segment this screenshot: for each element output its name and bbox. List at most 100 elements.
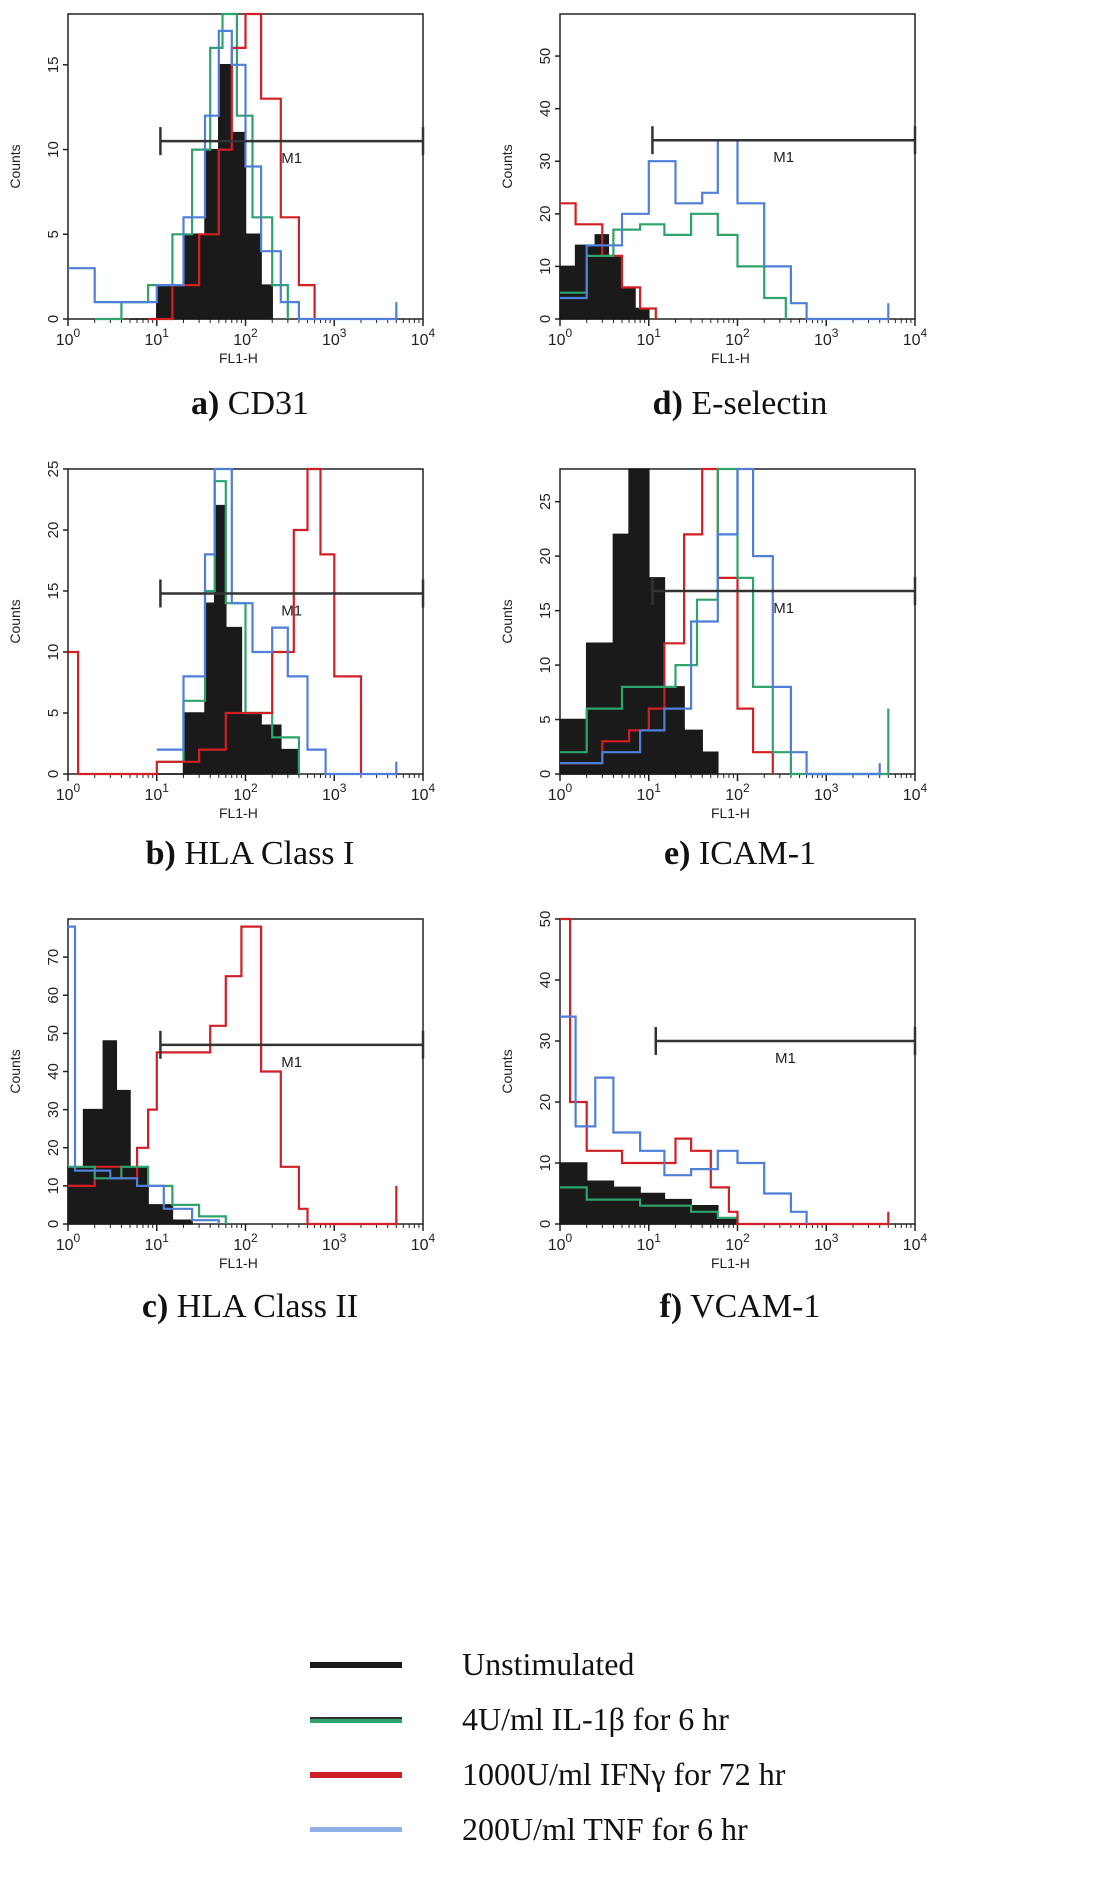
caption-e: e) ICAM-1 — [530, 835, 950, 873]
y-tick-label: 10 — [45, 1178, 62, 1195]
panel-a-cd31: 0 5 10 15 Counts 100 101 102 103 104 FL1-H M1 — [0, 0, 436, 375]
x-axis-label: FL1-H — [219, 805, 258, 821]
y-tick-label: 60 — [45, 987, 62, 1004]
x-tick-label: 104 — [903, 1231, 928, 1254]
y-tick-label: 30 — [537, 153, 554, 170]
histogram-line-series — [68, 925, 220, 1224]
histogram-line-series — [560, 1186, 739, 1224]
caption-f: f) VCAM-1 — [530, 1288, 950, 1326]
y-tick-label: 10 — [537, 1155, 554, 1172]
caption-e-letter: e) — [663, 835, 691, 872]
y-tick-label: 30 — [537, 1033, 554, 1050]
legend-label-unstimulated: Unstimulated — [462, 1646, 635, 1682]
histogram-line-series — [156, 480, 300, 774]
caption-b-text: HLA Class I — [184, 835, 355, 872]
y-axis-label: Counts — [499, 599, 515, 643]
y-tick-label: 10 — [45, 141, 62, 158]
y-tick-label: 20 — [537, 205, 554, 222]
legend-label-il1b: 4U/ml IL-1β for 6 hr — [462, 1701, 729, 1737]
y-tick-label: 10 — [45, 644, 62, 661]
caption-d-letter: d) — [652, 385, 683, 422]
y-tick-label: 30 — [45, 1101, 62, 1118]
caption-f-text: VCAM-1 — [690, 1288, 821, 1325]
x-tick-label: 101 — [145, 1231, 170, 1254]
y-tick-label: 5 — [45, 709, 62, 717]
histogram-filled-series — [156, 504, 300, 775]
legend-swatch-tnf — [310, 1827, 402, 1832]
x-tick-label: 102 — [233, 1231, 258, 1254]
y-tick-label: 0 — [537, 1220, 554, 1228]
histogram-line-series — [560, 1015, 808, 1224]
x-axis-label: FL1-H — [219, 350, 258, 366]
histogram-line-series — [94, 12, 289, 321]
histogram-line-series — [560, 467, 774, 774]
caption-f-letter: f) — [659, 1288, 683, 1325]
x-tick-label: 104 — [411, 326, 436, 349]
y-tick-label: 20 — [45, 1139, 62, 1156]
x-tick-label: 101 — [637, 1231, 662, 1254]
legend-label-ifng: 1000U/ml IFNγ for 72 hr — [462, 1756, 786, 1792]
y-tick-label: 15 — [537, 602, 554, 619]
histogram-line-series — [560, 202, 657, 319]
x-tick-label: 101 — [637, 326, 662, 349]
marker-m1-label: M1 — [773, 149, 794, 166]
x-tick-label: 100 — [56, 1231, 81, 1254]
x-tick-label: 101 — [145, 326, 170, 349]
x-tick-label: 102 — [233, 326, 258, 349]
x-axis-label: FL1-H — [711, 350, 750, 366]
y-tick-label: 40 — [537, 972, 554, 989]
legend-label-tnf: 200U/ml TNF for 6 hr — [462, 1811, 748, 1847]
x-axis-label: FL1-H — [711, 1255, 750, 1271]
x-axis-label: FL1-H — [711, 805, 750, 821]
marker-m1-label: M1 — [773, 600, 794, 617]
histogram-line-series — [156, 467, 398, 776]
histogram-vcam-1: 0 10 20 30 40 50 Counts 100 101 102 103 104 FL1-H M1 — [499, 911, 928, 1271]
panel-d-e-selectin: 0 10 20 30 40 50 Counts 100 101 102 103 104 FL1-H M1 — [492, 0, 928, 375]
y-tick-label: 20 — [45, 522, 62, 539]
histogram-cd31: 0 5 10 15 Counts 100 101 102 103 104 FL1-H M1 — [7, 12, 436, 366]
histogram-line-series — [68, 467, 363, 776]
y-tick-label: 40 — [537, 100, 554, 117]
x-tick-label: 103 — [814, 326, 839, 349]
x-tick-label: 101 — [145, 781, 170, 804]
caption-c-letter: c) — [141, 1288, 169, 1325]
x-tick-label: 103 — [814, 781, 839, 804]
panel-b-hla-class-i: 0 5 10 15 20 25 Counts 100 101 102 103 104 FL1-H M1 — [0, 455, 436, 830]
legend-swatch-il1b — [310, 1717, 402, 1723]
x-tick-label: 103 — [322, 781, 347, 804]
x-tick-label: 102 — [233, 781, 258, 804]
caption-a-letter: a) — [190, 385, 220, 422]
x-tick-label: 101 — [637, 781, 662, 804]
caption-c-text: HLA Class II — [176, 1288, 359, 1325]
x-tick-label: 104 — [411, 781, 436, 804]
y-axis-label: Counts — [7, 144, 23, 188]
x-tick-label: 100 — [548, 781, 573, 804]
y-tick-label: 0 — [537, 315, 554, 323]
x-tick-label: 100 — [56, 326, 81, 349]
histogram-line-series — [560, 917, 890, 1226]
x-tick-label: 100 — [548, 326, 573, 349]
x-tick-label: 102 — [725, 326, 750, 349]
histogram-line-series — [148, 12, 316, 321]
y-tick-label: 10 — [537, 657, 554, 674]
y-tick-label: 15 — [45, 583, 62, 600]
y-tick-label: 70 — [45, 949, 62, 966]
y-tick-label: 0 — [45, 315, 62, 323]
y-tick-label: 50 — [45, 1025, 62, 1042]
y-axis-label: Counts — [499, 1049, 515, 1093]
x-tick-label: 103 — [814, 1231, 839, 1254]
marker-m1-label: M1 — [281, 150, 302, 167]
plot-frame — [559, 918, 916, 1225]
y-tick-label: 20 — [537, 1094, 554, 1111]
histogram-filled-series — [130, 64, 273, 320]
x-tick-label: 104 — [411, 1231, 436, 1254]
y-axis-label: Counts — [7, 599, 23, 643]
y-tick-label: 25 — [45, 461, 62, 478]
y-axis-label: Counts — [499, 144, 515, 188]
y-tick-label: 50 — [537, 911, 554, 928]
histogram-icam-1: 0 5 10 15 20 25 Counts 100 101 102 103 104 FL1-H M1 — [499, 467, 928, 821]
marker-m1-label: M1 — [281, 1054, 302, 1071]
x-axis-label: FL1-H — [219, 1255, 258, 1271]
y-tick-label: 5 — [537, 715, 554, 723]
y-tick-label: 40 — [45, 1063, 62, 1080]
